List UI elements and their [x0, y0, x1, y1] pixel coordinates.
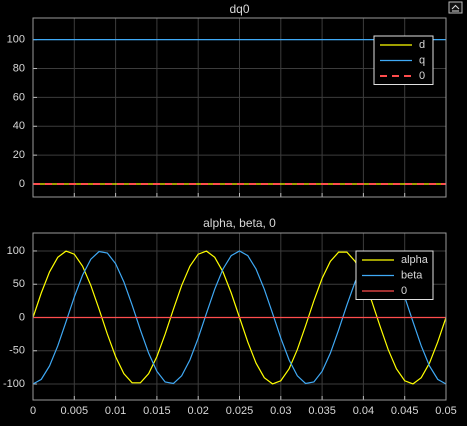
- x-tick-label: 0.01: [105, 405, 126, 417]
- x-tick-label: 0.045: [391, 405, 419, 417]
- y-tick-label: 40: [13, 120, 25, 132]
- legend-label: d: [419, 39, 425, 51]
- y-tick-label: 20: [13, 149, 25, 161]
- y-tick-label: 100: [7, 34, 25, 46]
- legend: alpha beta 0: [355, 250, 434, 300]
- chart-title: alpha, beta, 0: [203, 216, 276, 230]
- button-icon: [451, 4, 460, 12]
- legend-label: 0: [401, 285, 407, 297]
- y-tick-label: -100: [3, 378, 25, 390]
- y-tick-label: 100: [7, 245, 25, 257]
- x-tick-label: 0: [30, 405, 36, 417]
- y-tick-label: 0: [19, 178, 25, 190]
- x-tick-label: 0.005: [61, 405, 89, 417]
- axes-border: [32, 232, 447, 401]
- y-tick-label: 60: [13, 91, 25, 103]
- x-tick-label: 0.015: [143, 405, 171, 417]
- x-tick-label: 0.04: [353, 405, 374, 417]
- y-tick-label: 0: [19, 311, 25, 323]
- x-tick-label: 0.035: [308, 405, 336, 417]
- legend-label: alpha: [401, 254, 429, 266]
- legend-label: 0: [419, 70, 425, 82]
- x-tick-label: 0.05: [435, 405, 456, 417]
- y-tick-label: 80: [13, 62, 25, 74]
- chart-title: dq0: [229, 2, 249, 16]
- button-frame: [448, 1, 463, 14]
- y-tick-label: 50: [13, 278, 25, 290]
- legend-label: beta: [401, 269, 423, 281]
- legend: dq 0: [373, 35, 434, 85]
- y-tick-label: -50: [9, 345, 25, 357]
- x-tick-label: 0.02: [187, 405, 208, 417]
- legend-label: q: [419, 54, 425, 66]
- x-tick-label: 0.025: [226, 405, 254, 417]
- undock-button[interactable]: [448, 1, 463, 14]
- axes-border: [32, 17, 447, 198]
- x-tick-label: 0.03: [270, 405, 291, 417]
